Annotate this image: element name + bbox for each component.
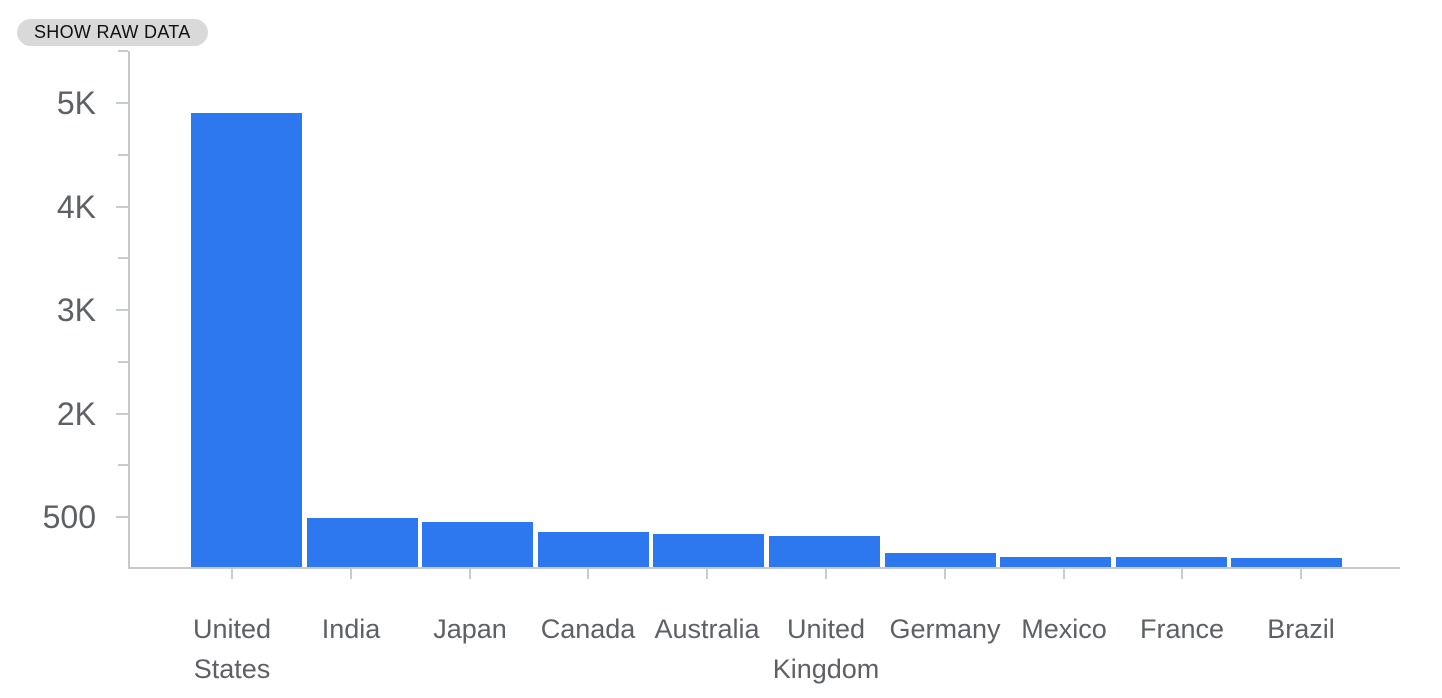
x-axis-tick	[706, 569, 708, 579]
y-axis-line	[128, 51, 130, 569]
y-axis-tick-label: 2K	[56, 396, 96, 432]
y-axis-minor-tick	[118, 361, 128, 363]
x-axis-tick	[350, 569, 352, 579]
y-axis-tick-label: 500	[42, 499, 96, 535]
bar-india[interactable]	[307, 518, 418, 567]
x-axis-label-france: France	[1139, 614, 1225, 644]
bar-brazil[interactable]	[1231, 558, 1342, 567]
y-axis-major-tick	[116, 413, 128, 415]
bar-france[interactable]	[1116, 557, 1227, 567]
x-axis-label-australia: Australia	[654, 614, 760, 644]
x-axis-tick	[1300, 569, 1302, 579]
y-axis-major-tick	[116, 206, 128, 208]
x-axis-tick	[944, 569, 946, 579]
y-axis-major-tick	[116, 309, 128, 311]
y-axis-major-tick	[116, 102, 128, 104]
x-axis-tick	[1181, 569, 1183, 579]
x-axis-tick	[1063, 569, 1065, 579]
x-axis-baseline	[128, 567, 1400, 569]
x-axis-tick	[469, 569, 471, 579]
x-axis-label-germany: Germany	[889, 614, 1001, 644]
y-axis-minor-tick	[118, 257, 128, 259]
y-axis-major-tick	[116, 516, 128, 518]
y-axis-tick-label: 4K	[56, 189, 96, 225]
y-axis-minor-tick	[118, 50, 128, 52]
x-axis-label-united-kingdom: United Kingdom	[772, 614, 880, 684]
bar-australia[interactable]	[653, 534, 764, 567]
x-axis-label-canada: Canada	[540, 614, 636, 644]
x-axis-label-india: India	[321, 614, 381, 644]
bar-mexico[interactable]	[1000, 557, 1111, 567]
y-axis-minor-tick	[118, 464, 128, 466]
bar-united-states[interactable]	[191, 113, 302, 567]
x-axis-tick	[231, 569, 233, 579]
bar-canada[interactable]	[538, 532, 649, 567]
y-axis-tick-label: 3K	[56, 292, 96, 328]
y-axis-tick-label: 5K	[56, 85, 96, 121]
y-axis-minor-tick	[118, 154, 128, 156]
x-axis-tick	[587, 569, 589, 579]
bar-japan[interactable]	[422, 522, 533, 567]
x-axis-label-mexico: Mexico	[1021, 614, 1107, 644]
bar-united-kingdom[interactable]	[769, 536, 880, 567]
show-raw-data-button[interactable]: SHOW RAW DATA	[17, 19, 208, 46]
x-axis-label-united-states: United States	[192, 614, 272, 684]
x-axis-label-japan: Japan	[433, 614, 507, 644]
x-axis-tick	[825, 569, 827, 579]
bar-germany[interactable]	[885, 553, 996, 567]
x-axis-label-brazil: Brazil	[1267, 614, 1335, 644]
